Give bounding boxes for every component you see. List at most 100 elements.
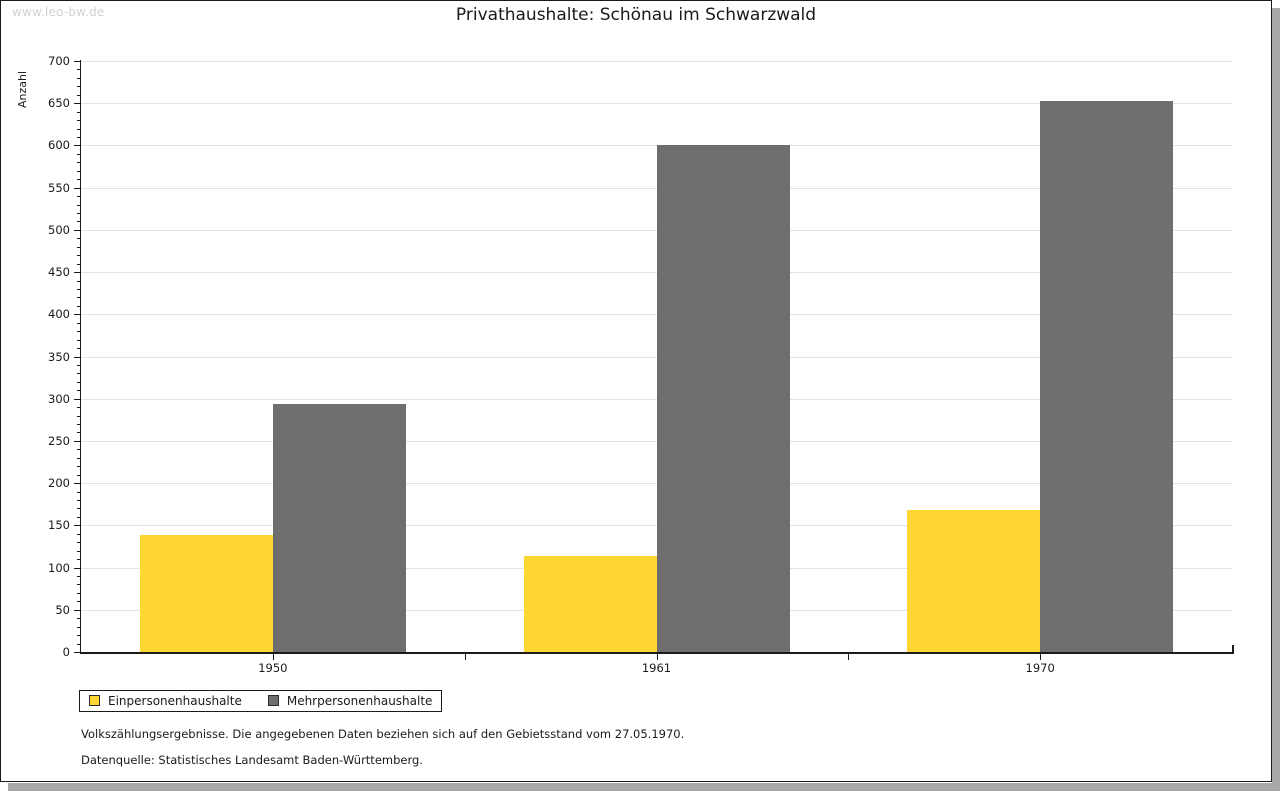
y-tick-label: 50 bbox=[55, 602, 70, 617]
bar-1961-mehrpersonenhaushalte[interactable] bbox=[656, 145, 790, 652]
y-tick-minor bbox=[77, 263, 81, 265]
x-tick bbox=[656, 652, 658, 660]
y-tick-minor bbox=[77, 246, 81, 248]
y-tick-label: 700 bbox=[48, 54, 70, 68]
y-tick-minor bbox=[77, 466, 81, 468]
x-tick-separator bbox=[848, 652, 850, 660]
footnote-note: Volkszählungsergebnisse. Die angegebenen… bbox=[81, 727, 685, 741]
y-tick-label: 0 bbox=[62, 645, 70, 659]
x-tick-label: 1961 bbox=[641, 661, 672, 675]
y-tick-minor bbox=[77, 415, 81, 417]
y-tick-label: 100 bbox=[48, 560, 70, 575]
bar-1950-einpersonenhaushalte[interactable] bbox=[139, 534, 273, 652]
y-tick-minor bbox=[77, 533, 81, 535]
y-tick-minor bbox=[77, 179, 81, 181]
y-tick-minor bbox=[77, 238, 81, 240]
x-tick-label: 1970 bbox=[1025, 661, 1055, 675]
y-tick-minor bbox=[77, 305, 81, 307]
y-tick-minor bbox=[77, 592, 81, 594]
y-tick-label: 300 bbox=[48, 391, 70, 406]
y-tick-minor bbox=[77, 128, 81, 130]
y-tick-minor bbox=[77, 331, 81, 333]
y-tick-label: 400 bbox=[48, 307, 70, 322]
y-tick-minor bbox=[77, 550, 81, 552]
y-tick-minor bbox=[77, 204, 81, 206]
y-tick-minor bbox=[77, 136, 81, 138]
y-tick-minor bbox=[77, 348, 81, 350]
y-tick-minor bbox=[77, 120, 81, 122]
y-tick-label: 350 bbox=[48, 349, 70, 364]
chart-title: Privathaushalte: Schönau im Schwarzwald bbox=[455, 5, 817, 25]
y-tick-major bbox=[74, 398, 81, 400]
x-tick-separator bbox=[464, 652, 466, 660]
y-tick-major bbox=[74, 652, 81, 653]
y-tick-label: 200 bbox=[48, 476, 70, 491]
footnote-source: Datenquelle: Statistisches Landesamt Bad… bbox=[81, 753, 423, 767]
y-tick-minor bbox=[77, 643, 81, 645]
y-tick-minor bbox=[77, 196, 81, 198]
legend-label: Einpersonenhaushalte bbox=[108, 693, 242, 708]
y-tick-label: 600 bbox=[48, 138, 70, 153]
y-tick-label: 250 bbox=[48, 433, 70, 448]
frame-shadow-right bbox=[1272, 8, 1280, 791]
y-tick-minor bbox=[77, 457, 81, 459]
bar-1961-einpersonenhaushalte[interactable] bbox=[523, 555, 657, 652]
y-tick-minor bbox=[77, 69, 81, 71]
y-tick-major bbox=[74, 314, 81, 316]
y-tick-minor bbox=[77, 221, 81, 223]
y-tick-major bbox=[74, 440, 81, 442]
y-tick-major bbox=[74, 609, 81, 611]
y-tick-label: 650 bbox=[48, 96, 70, 111]
y-tick-major bbox=[74, 61, 81, 62]
y-tick-minor bbox=[77, 390, 81, 392]
y-tick-minor bbox=[77, 500, 81, 502]
y-tick-minor bbox=[77, 474, 81, 476]
y-tick-label: 550 bbox=[48, 180, 70, 195]
y-tick-minor bbox=[77, 635, 81, 637]
y-tick-minor bbox=[77, 432, 81, 434]
y-tick-minor bbox=[77, 212, 81, 214]
y-tick-major bbox=[74, 229, 81, 231]
gridline bbox=[81, 61, 1232, 62]
y-tick-minor bbox=[77, 626, 81, 628]
y-tick-label: 500 bbox=[48, 222, 70, 237]
bar-1970-mehrpersonenhaushalte[interactable] bbox=[1040, 100, 1174, 652]
legend-swatch-icon bbox=[89, 695, 100, 706]
legend: Einpersonenhaushalte Mehrpersonenhaushal… bbox=[79, 690, 443, 712]
y-tick-major bbox=[74, 103, 81, 105]
y-tick-major bbox=[74, 145, 81, 147]
y-tick-major bbox=[74, 187, 81, 189]
y-tick-minor bbox=[77, 153, 81, 155]
y-tick-minor bbox=[77, 77, 81, 79]
gridline bbox=[81, 103, 1232, 105]
legend-item-einpersonenhaushalte[interactable]: Einpersonenhaushalte bbox=[89, 694, 242, 708]
y-axis-label: Anzahl bbox=[2, 25, 29, 108]
y-tick-minor bbox=[77, 280, 81, 282]
y-tick-minor bbox=[77, 407, 81, 409]
y-tick-minor bbox=[77, 339, 81, 341]
legend-item-mehrpersonenhaushalte[interactable]: Mehrpersonenhaushalte bbox=[267, 693, 433, 708]
y-tick-major bbox=[74, 356, 81, 358]
y-tick-minor bbox=[77, 86, 81, 88]
y-tick-minor bbox=[77, 288, 81, 290]
y-tick-label: 450 bbox=[48, 265, 70, 280]
y-tick-minor bbox=[77, 94, 81, 96]
bar-1950-mehrpersonenhaushalte[interactable] bbox=[272, 403, 406, 652]
y-tick-minor bbox=[77, 516, 81, 518]
y-tick-minor bbox=[77, 297, 81, 299]
frame-shadow-bottom bbox=[8, 783, 1280, 791]
bar-1970-einpersonenhaushalte[interactable] bbox=[907, 510, 1041, 652]
y-tick-minor bbox=[77, 584, 81, 586]
legend-label: Mehrpersonenhaushalte bbox=[286, 693, 433, 708]
x-tick bbox=[1040, 652, 1042, 660]
legend-swatch-icon bbox=[267, 695, 279, 706]
y-tick-minor bbox=[77, 601, 81, 603]
x-tick bbox=[272, 652, 274, 660]
y-axis-label-text: Anzahl bbox=[16, 70, 29, 108]
y-tick-minor bbox=[77, 373, 81, 375]
y-tick-minor bbox=[77, 255, 81, 257]
x-tick-label: 1950 bbox=[258, 661, 288, 675]
x-axis-right-cap bbox=[1232, 645, 1234, 654]
y-tick-minor bbox=[77, 618, 81, 620]
